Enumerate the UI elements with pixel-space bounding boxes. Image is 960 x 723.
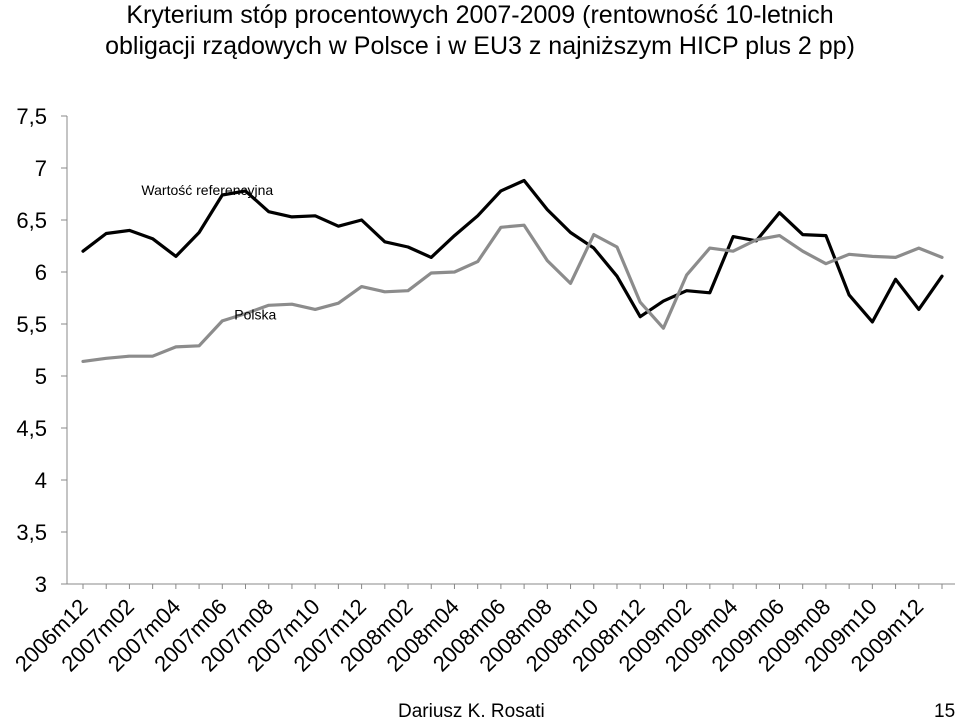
y-tick-label: 4	[35, 468, 47, 493]
y-tick-label: 7	[35, 156, 47, 181]
y-tick-label: 6,5	[16, 208, 47, 233]
chart-annotations: Wartość referencyjna Polska	[141, 182, 276, 323]
y-tick-label: 3,5	[16, 520, 47, 545]
chart-title-line-2: obligacji rządowych w Polsce i w EU3 z n…	[105, 32, 855, 60]
y-tick-label: 3	[35, 572, 47, 597]
annotation-poland: Polska	[234, 307, 276, 323]
footer-author: Dariusz K. Rosati	[398, 701, 545, 722]
series-line-reference-value	[81, 178, 944, 324]
chart-title-line-1: Kryterium stóp procentowych 2007-2009 (r…	[126, 1, 834, 29]
annotation-reference-value: Wartość referencyjna	[141, 182, 273, 198]
y-tick-label: 6	[35, 260, 47, 285]
y-tick-labels: 7,5 7 6,5 6 5,5 5 4,5 4 3,5 3	[16, 104, 67, 597]
footer-page-number: 15	[934, 701, 956, 722]
y-tick-label: 7,5	[16, 104, 47, 129]
y-tick-label: 5	[35, 364, 47, 389]
x-tick-labels: 2006m122007m022007m042007m062007m082007m…	[10, 584, 943, 676]
series-line-poland	[81, 223, 944, 363]
chart-title: Kryterium stóp procentowych 2007-2009 (r…	[0, 0, 960, 62]
chart-series	[81, 178, 944, 363]
y-tick-label: 4,5	[16, 416, 47, 441]
chart-axes	[66, 116, 955, 585]
y-tick-label: 5,5	[16, 312, 47, 337]
